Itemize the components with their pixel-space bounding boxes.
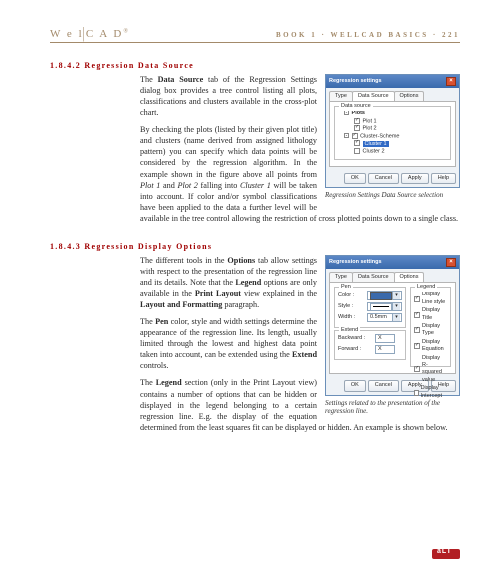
chk-intercept[interactable]: Display Intercept (414, 385, 447, 400)
style-dropdown[interactable]: ▾ (367, 302, 402, 311)
group-label: Data source (339, 103, 373, 110)
group-extend: Extend Backward :X Forward :X (334, 330, 406, 360)
chk-line-style[interactable]: Display Line style (414, 291, 447, 306)
tab-options[interactable]: Options (394, 272, 425, 282)
dialog-buttons: OK Cancel Apply Help (326, 170, 459, 187)
group-legend: Legend Display Line style Display Title … (410, 287, 451, 367)
dialog-tabs: Type Data Source Options (326, 269, 459, 282)
tree-cluster2[interactable]: Cluster 2 (338, 148, 447, 156)
footer-logo (432, 549, 460, 561)
chk-rsquared[interactable]: Display R-squared value (414, 355, 447, 385)
chk-label: Display Equation (422, 339, 447, 354)
chk-equation[interactable]: Display Equation (414, 339, 447, 354)
close-icon[interactable]: × (446, 77, 456, 86)
tab-type[interactable]: Type (329, 272, 353, 282)
backward-input[interactable]: X (375, 334, 395, 343)
section-heading-data-source: 1.8.4.2 Regression Data Source (50, 61, 460, 70)
dialog-tabs: Type Data Source Options (326, 88, 459, 101)
color-dropdown[interactable]: ▾ (367, 291, 402, 300)
figure-caption-2: Settings related to the presentation of … (325, 399, 460, 416)
dialog-titlebar: Regression settings × (326, 256, 459, 269)
dialog-titlebar: Regression settings × (326, 75, 459, 88)
forward-input[interactable]: X (375, 345, 395, 354)
field-label: Style : (338, 303, 364, 310)
field-label: Forward : (338, 346, 372, 353)
cancel-button[interactable]: Cancel (368, 380, 399, 391)
chk-label: Display Title (422, 307, 447, 322)
tree-label: Plot 1 (363, 118, 377, 124)
chk-type[interactable]: Display Type (414, 323, 447, 338)
ok-button[interactable]: OK (344, 173, 366, 184)
chk-label: Display Type (422, 323, 447, 338)
field-label: Color : (338, 292, 364, 299)
group-label: Pen (339, 284, 353, 291)
chk-label: Display Line style (422, 291, 447, 306)
group-label: Legend (415, 284, 437, 291)
page-header: W e l|C A D® BOOK 1 · WELLCAD BASICS · 2… (50, 28, 460, 43)
chk-title[interactable]: Display Title (414, 307, 447, 322)
tab-body: Pen Color :▾ Style :▾ Width :0.5mm▾ Exte… (329, 282, 456, 374)
logo-pre: W e l (50, 28, 84, 40)
field-label: Width : (338, 314, 364, 321)
cancel-button[interactable]: Cancel (368, 173, 399, 184)
chk-label: Display Intercept (421, 385, 447, 400)
chk-label: Display R-squared value (422, 355, 447, 385)
tab-body: Data source - Plots Plot 1 Plot 2 - Clus… (329, 101, 456, 166)
tab-options[interactable]: Options (394, 91, 425, 101)
figure-data-source: Regression settings × Type Data Source O… (325, 74, 460, 199)
close-icon[interactable]: × (446, 258, 456, 267)
tree-cluster1[interactable]: Cluster 1 (338, 140, 447, 148)
ok-button[interactable]: OK (344, 380, 366, 391)
group-label: Extend (339, 327, 360, 334)
group-pen: Pen Color :▾ Style :▾ Width :0.5mm▾ (334, 287, 406, 328)
tab-type[interactable]: Type (329, 91, 353, 101)
tree-label: Cluster-Scheme (360, 133, 399, 139)
width-dropdown[interactable]: 0.5mm▾ (367, 313, 402, 322)
help-button[interactable]: Help (431, 173, 456, 184)
tree-label: Cluster 1 (363, 141, 389, 147)
tab-data-source[interactable]: Data Source (352, 272, 395, 282)
section1-content: Regression settings × Type Data Source O… (140, 74, 460, 230)
figure-caption-1: Regression Settings Data Source selectio… (325, 191, 460, 199)
section2-content: Regression settings × Type Data Source O… (140, 255, 460, 439)
regression-settings-dialog-2: Regression settings × Type Data Source O… (325, 255, 460, 396)
group-data-source: Data source - Plots Plot 1 Plot 2 - Clus… (334, 106, 451, 159)
logo: W e l|C A D® (50, 28, 130, 40)
tree-label: Cluster 2 (363, 148, 385, 154)
field-label: Backward : (338, 335, 372, 342)
width-value: 0.5mm (370, 314, 387, 321)
dialog-title: Regression settings (329, 259, 382, 266)
tree-label: Plots (352, 110, 365, 116)
section-heading-display-options: 1.8.4.3 Regression Display Options (50, 242, 460, 251)
dialog-title: Regression settings (329, 78, 382, 85)
book-label: BOOK 1 · WELLCAD BASICS · 221 (276, 31, 460, 39)
logo-post: C A D (86, 28, 124, 40)
tab-data-source[interactable]: Data Source (352, 91, 395, 101)
tree-label: Plot 2 (363, 126, 377, 132)
regression-settings-dialog-1: Regression settings × Type Data Source O… (325, 74, 460, 188)
figure-display-options: Regression settings × Type Data Source O… (325, 255, 460, 416)
apply-button[interactable]: Apply (401, 173, 429, 184)
